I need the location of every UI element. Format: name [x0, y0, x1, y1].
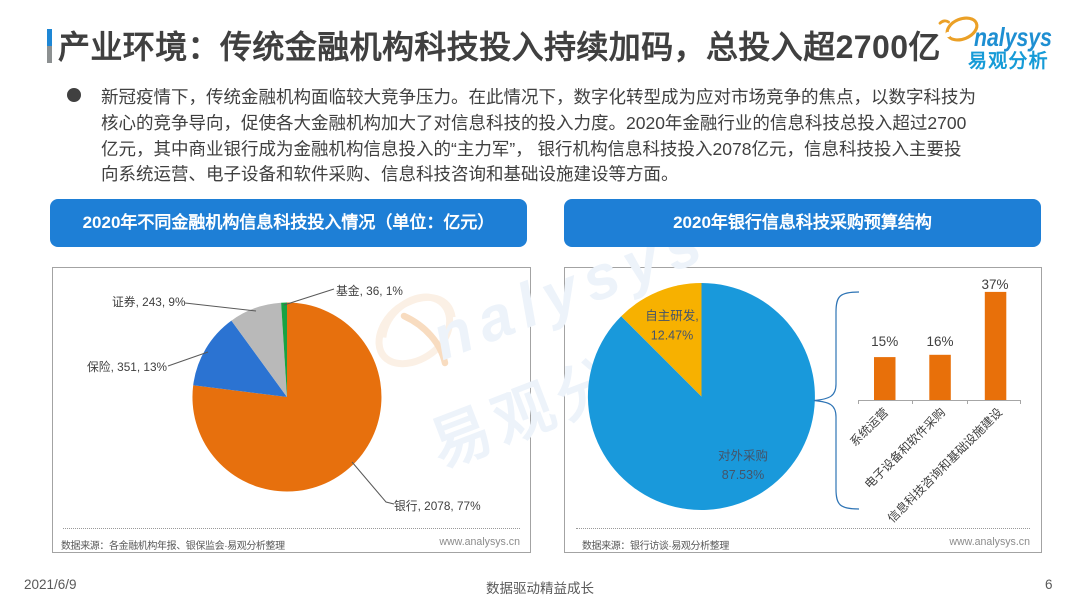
svg-text:12.47%: 12.47%: [651, 329, 693, 343]
svg-text:证券, 243, 9%: 证券, 243, 9%: [112, 295, 186, 309]
svg-text:保险, 351, 13%: 保险, 351, 13%: [87, 360, 168, 374]
svg-text:16%: 16%: [926, 334, 953, 349]
svg-text:自主研发,: 自主研发,: [645, 308, 698, 323]
svg-text:nalysys: nalysys: [974, 22, 1052, 52]
svg-text:银行, 2078, 77%: 银行, 2078, 77%: [394, 499, 481, 513]
svg-text:87.53%: 87.53%: [722, 468, 764, 482]
svg-text:系统运营: 系统运营: [847, 405, 891, 449]
svg-text:易观分析: 易观分析: [968, 49, 1049, 70]
svg-text:基金, 36, 1%: 基金, 36, 1%: [336, 284, 403, 298]
svg-text:信息科技咨询和基础设施建设: 信息科技咨询和基础设施建设: [884, 405, 1005, 526]
svg-text:15%: 15%: [871, 334, 898, 349]
svg-text:37%: 37%: [981, 277, 1008, 292]
svg-text:对外采购: 对外采购: [718, 448, 768, 463]
